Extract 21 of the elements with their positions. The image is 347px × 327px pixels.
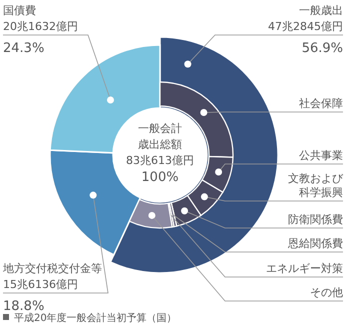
text: 15兆6136億円 bbox=[3, 278, 78, 291]
slice-label: 国債費 bbox=[3, 4, 36, 17]
data-label: 56.9% bbox=[302, 41, 343, 56]
slice-label: 恩給関係費 bbox=[287, 237, 343, 250]
slice-label: その他 bbox=[310, 286, 343, 299]
slice-label: 防衛関係費 bbox=[288, 213, 343, 226]
text: 20兆1632億円 bbox=[3, 20, 78, 33]
slice-label: 地方交付税交付金等 bbox=[2, 262, 102, 275]
data-label: 24.3% bbox=[3, 41, 44, 56]
text: 一般会計 bbox=[138, 122, 182, 135]
slice-label: エネルギー対策 bbox=[266, 262, 343, 275]
text: 歳出総額 bbox=[138, 138, 182, 151]
slice-label: 文教および科学振興 bbox=[288, 172, 344, 199]
text: 100% bbox=[141, 170, 179, 185]
slice-label: 一般歳出 bbox=[299, 4, 343, 17]
data-label: 18.8% bbox=[3, 299, 44, 314]
slice-label: 公共事業 bbox=[299, 149, 343, 162]
slice-label: 社会保障 bbox=[299, 97, 343, 110]
text: 平成20年度一般会計当初予算（国） bbox=[14, 312, 177, 324]
text: 47兆2845億円 bbox=[268, 20, 343, 33]
text: 83兆613億円 bbox=[126, 154, 194, 167]
